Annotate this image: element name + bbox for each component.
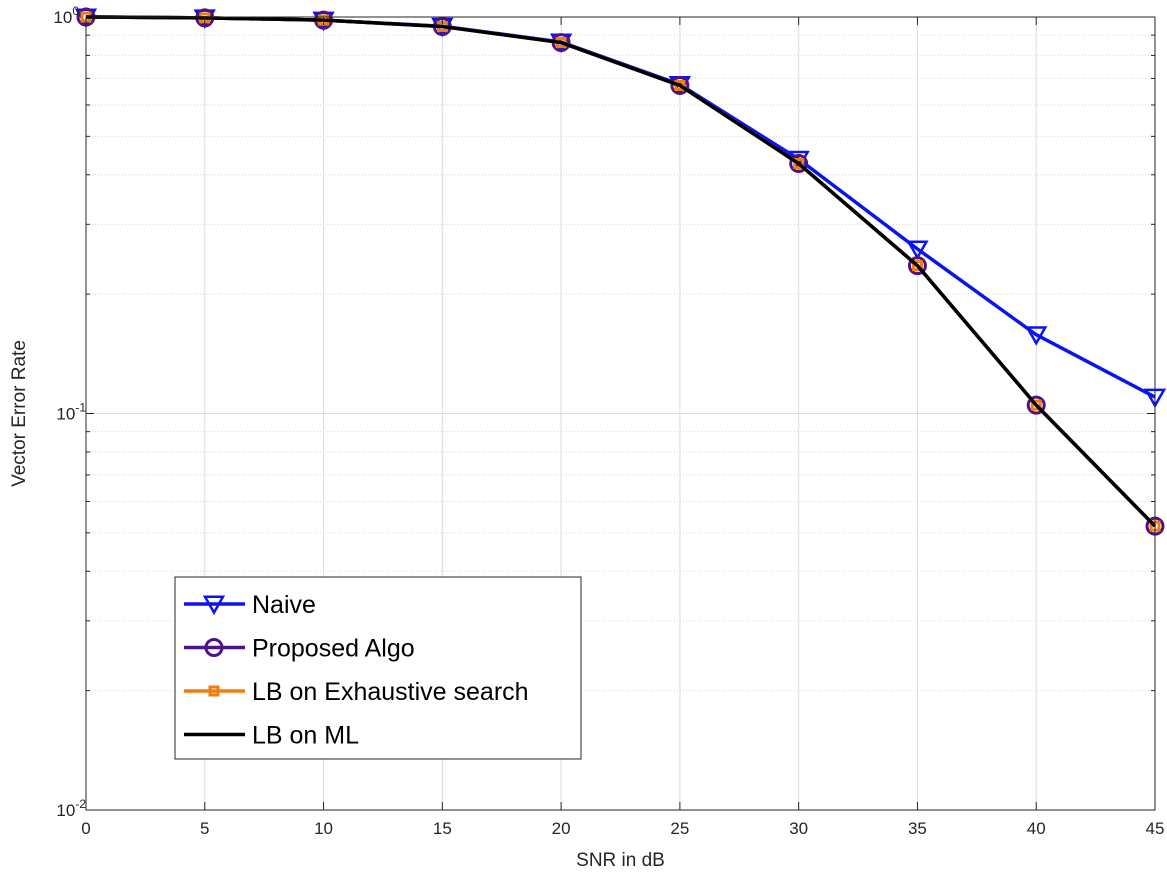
data-point: [1025, 326, 1048, 346]
legend-entry-label: LB on Exhaustive search: [252, 678, 529, 706]
x-tick-label: 5: [200, 819, 209, 838]
y-tick-label: 100: [53, 4, 79, 27]
legend-swatch-marker: [202, 595, 226, 616]
legend-swatch-marker: [204, 638, 224, 657]
legend-box: [174, 576, 582, 760]
legend: Naive Proposed Algo LB on Exhaustive searc…: [174, 576, 582, 760]
x-tick-label: 15: [433, 819, 452, 838]
y-axis-label: Vector Error Rate: [9, 340, 30, 487]
legend-swatch-marker: [208, 685, 220, 697]
data-point: [1026, 395, 1046, 415]
x-tick-label: 10: [314, 819, 333, 838]
axes: SNR in dB Vector Error Rate 0 5 10 15 20 25 30…: [9, 4, 1164, 871]
x-tick-label: 25: [670, 819, 689, 838]
data-point: [907, 256, 927, 276]
series-line: [85, 15, 1157, 528]
plot-area: [74, 7, 1167, 536]
series-3: [85, 15, 1157, 528]
data-point: [911, 260, 923, 272]
x-tick-label: 45: [1146, 819, 1165, 838]
y-tick-label: 10-2: [56, 797, 86, 820]
x-tick-label: 20: [552, 819, 571, 838]
data-point: [793, 158, 805, 170]
x-tick-label: 30: [789, 819, 808, 838]
data-point: [906, 240, 929, 261]
x-axis-label: SNR in dB: [576, 850, 665, 871]
data-point: [789, 154, 809, 174]
data-point: [1030, 399, 1042, 411]
legend-entry-label: LB on ML: [252, 722, 359, 750]
x-tick-label: 0: [81, 819, 90, 838]
legend-entry-label: Naive: [252, 591, 316, 619]
x-tick-label: 35: [908, 819, 927, 838]
legend-entry-label: Proposed Algo: [252, 635, 415, 663]
y-tick-label: 10-1: [56, 401, 86, 424]
x-tick-label: 40: [1027, 819, 1046, 838]
data-point: [670, 75, 690, 95]
